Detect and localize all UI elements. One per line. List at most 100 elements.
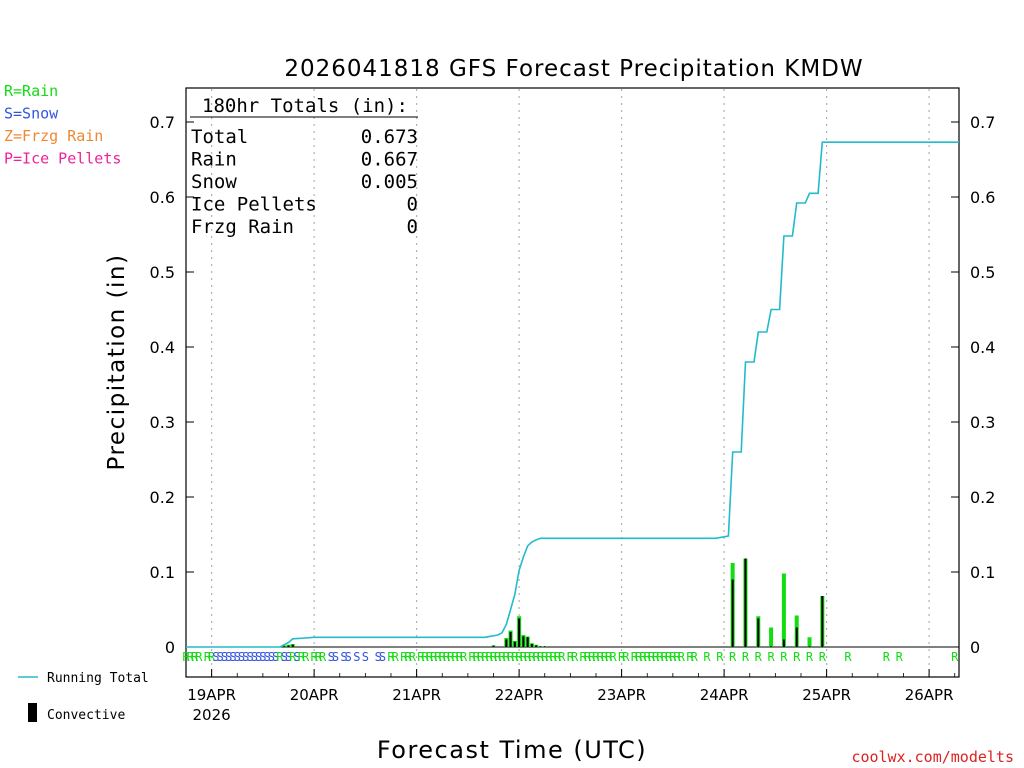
precip-type-marker: R <box>703 650 711 664</box>
precip-type-marker: R <box>545 650 553 664</box>
running-total-line <box>186 141 959 648</box>
totals-row-label: Total <box>191 126 248 148</box>
precip-type-marker: R <box>571 650 579 664</box>
precip-type-marker: R <box>392 650 400 664</box>
x-tick-label: 26APR <box>905 686 954 704</box>
precip-type-marker: R <box>409 650 417 664</box>
totals-row-value: 0 <box>407 216 418 238</box>
y-axis: 0 00.1 0.10.2 0.20.3 0.30.4 0.40.5 0.50.6 0.60.… <box>150 113 996 657</box>
precip-type-marker: R <box>311 650 319 664</box>
y-tick-label-left: 0.5 <box>150 263 175 282</box>
y-tick-label-right: 0.4 <box>970 338 995 357</box>
convective-bar <box>744 558 747 647</box>
precip-type-marker: R <box>387 650 395 664</box>
totals-heading: 180hr Totals (in): <box>202 95 408 117</box>
x-tick-label: 20APR <box>290 686 339 704</box>
totals-row-label: Rain <box>191 149 237 171</box>
precip-type-marker: S <box>345 650 352 664</box>
precip-type-marker: R <box>691 650 699 664</box>
precip-type-marker: R <box>793 650 801 664</box>
precip-type-marker: R <box>195 650 203 664</box>
precip-type-marker: R <box>524 650 532 664</box>
precip-type-marker: R <box>298 650 306 664</box>
precip-type-marker: R <box>507 650 515 664</box>
convective-legend-label: Convective <box>47 708 125 723</box>
convective-bar <box>492 645 495 647</box>
precip-type-marker: S <box>285 650 292 664</box>
precip-type-marker: R <box>426 650 434 664</box>
precip-type-marker: S <box>255 650 262 664</box>
totals-row-value: 0 <box>407 194 418 216</box>
y-tick-label-right: 0.1 <box>970 563 995 582</box>
precip-type-marker: S <box>375 650 382 664</box>
precip-type-marker: R <box>686 650 694 664</box>
precip-type-marker: R <box>430 650 438 664</box>
precip-type-marker: R <box>511 650 519 664</box>
precip-type-marker: R <box>665 650 673 664</box>
precip-type-marker: R <box>537 650 545 664</box>
convective-bar <box>513 641 516 647</box>
precip-bar <box>807 637 812 647</box>
precip-bar <box>781 573 786 647</box>
convective-bar <box>530 644 533 647</box>
precip-type-marker: R <box>319 650 327 664</box>
convective-bar <box>283 646 286 648</box>
convective-bar <box>539 646 542 648</box>
convective-bar <box>518 618 521 647</box>
running-total-legend-label: Running Total <box>47 671 149 686</box>
precip-type-marker: R <box>742 650 750 664</box>
convective-legend: Convective <box>28 703 125 723</box>
precip-type-marker: R <box>656 650 664 664</box>
precip-type-marker: R <box>580 650 588 664</box>
precip-type-marker: R <box>473 650 481 664</box>
precip-type-marker: S <box>268 650 275 664</box>
x-tick-label: 22APR <box>495 686 544 704</box>
credit-text: coolwx.com/modelts <box>851 748 1014 766</box>
precip-type-marker: R <box>447 650 455 664</box>
precip-type-marker: S <box>340 650 347 664</box>
precip-type-marker: S <box>246 650 253 664</box>
precip-type-marker: R <box>661 650 669 664</box>
precip-type-marker: R <box>187 650 195 664</box>
precip-type-marker: S <box>238 650 245 664</box>
precip-type-marker: R <box>622 650 630 664</box>
precip-type-marker: R <box>528 650 536 664</box>
y-tick-label-right: 0.7 <box>970 113 995 132</box>
convective-bar <box>770 646 773 648</box>
precip-type-marker: S <box>328 650 335 664</box>
convective-bar <box>535 645 538 647</box>
precip-type-marker: R <box>400 650 408 664</box>
precip-type-marker: R <box>554 650 562 664</box>
x-tick-label: 21APR <box>392 686 441 704</box>
precip-type-marker: R <box>716 650 724 664</box>
precip-type-marker: R <box>729 650 737 664</box>
precip-type-marker: R <box>494 650 502 664</box>
precip-type-marker: R <box>844 650 852 664</box>
y-tick-label-right: 0.5 <box>970 263 995 282</box>
precip-type-marker: R <box>609 650 617 664</box>
precip-type-marker: S <box>234 650 241 664</box>
precip-type-marker: R <box>490 650 498 664</box>
totals-row-label: Frzg Rain <box>191 216 294 238</box>
precip-type-marker: R <box>439 650 447 664</box>
precip-type-marker: R <box>434 650 442 664</box>
legend-p-label: P=Ice Pellets <box>4 150 121 168</box>
chart-title: 2026041818 GFS Forecast Precipitation KM… <box>284 56 863 82</box>
precip-type-marker: R <box>456 650 464 664</box>
precip-type-marker: R <box>635 650 643 664</box>
convective-bar <box>757 618 760 647</box>
precip-type-marker: S <box>225 650 232 664</box>
precip-type-marker: S <box>362 650 369 664</box>
convective-bar <box>522 636 525 647</box>
precip-type-marker: R <box>404 650 412 664</box>
precip-type-marker: R <box>644 650 652 664</box>
totals-row-value: 0.005 <box>361 171 418 193</box>
precip-type-marker: R <box>469 650 477 664</box>
precip-type-marker: R <box>567 650 575 664</box>
precip-type-marker: R <box>584 650 592 664</box>
precip-type-marker: S <box>332 650 339 664</box>
precip-type-marker: R <box>883 650 891 664</box>
precip-type-marker: R <box>515 650 523 664</box>
legend-s-label: S=Snow <box>4 105 59 123</box>
